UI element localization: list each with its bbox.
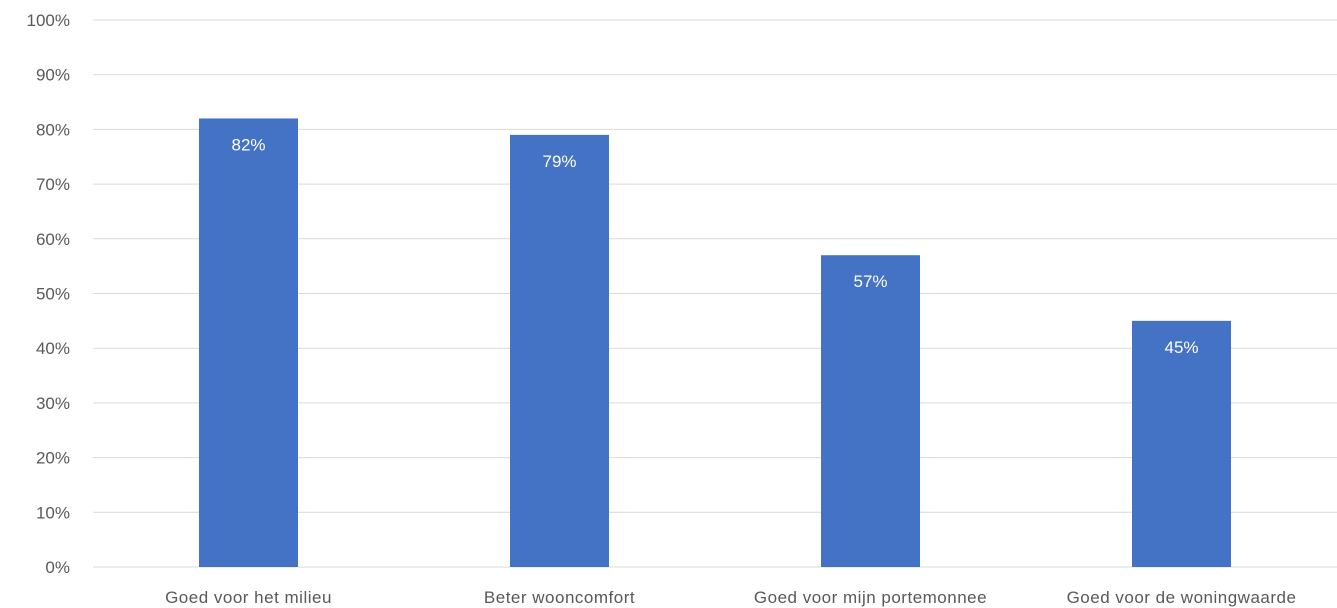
x-category-label: Goed voor de woningwaarde bbox=[1067, 588, 1297, 607]
x-axis-category-labels: Goed voor het milieu Beter wooncomfort Goe… bbox=[165, 588, 1296, 607]
y-tick-label: 20% bbox=[36, 449, 70, 468]
bar bbox=[1132, 320, 1231, 567]
y-tick-label: 90% bbox=[36, 66, 70, 85]
bar-data-label: 82% bbox=[231, 135, 265, 154]
y-tick-label: 60% bbox=[36, 230, 70, 249]
y-tick-label: 50% bbox=[36, 285, 70, 304]
y-tick-label: 100% bbox=[27, 11, 70, 30]
bar-data-label: 79% bbox=[542, 152, 576, 171]
x-category-label: Goed voor mijn portemonnee bbox=[754, 588, 987, 607]
y-axis-tick-labels: 0% 10% 20% 30% 40% 50% 60% 70% 80% 90% 100% bbox=[27, 11, 70, 577]
bars bbox=[199, 118, 1231, 568]
y-tick-label: 40% bbox=[36, 339, 70, 358]
data-labels: 82% 79% 57% 45% bbox=[231, 135, 1198, 356]
bar-data-label: 57% bbox=[853, 272, 887, 291]
bar bbox=[199, 118, 298, 568]
y-tick-label: 70% bbox=[36, 175, 70, 194]
y-tick-label: 80% bbox=[36, 120, 70, 139]
y-tick-label: 0% bbox=[45, 558, 70, 577]
x-category-label: Goed voor het milieu bbox=[165, 588, 332, 607]
y-tick-label: 10% bbox=[36, 503, 70, 522]
bar bbox=[510, 134, 609, 567]
bar-data-label: 45% bbox=[1164, 338, 1198, 357]
gridlines bbox=[93, 19, 1337, 568]
x-category-label: Beter wooncomfort bbox=[484, 588, 635, 607]
y-tick-label: 30% bbox=[36, 394, 70, 413]
bar bbox=[821, 255, 920, 567]
